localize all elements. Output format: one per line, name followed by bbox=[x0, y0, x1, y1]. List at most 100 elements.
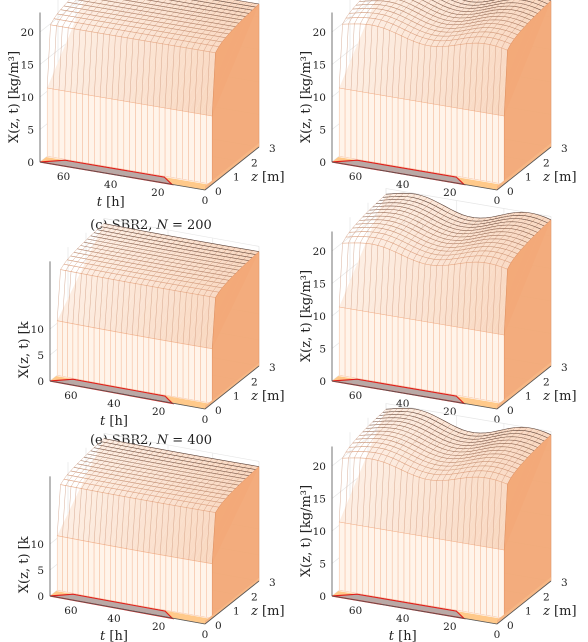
t-tick-label: 20 bbox=[443, 406, 456, 418]
mesh-col bbox=[67, 225, 115, 323]
surface-sheet bbox=[362, 0, 406, 93]
surface-front-strip bbox=[158, 106, 166, 177]
surface-front-strip bbox=[362, 310, 369, 381]
panel-b: (b) SIP, N = 1006040200012305101520t [h]… bbox=[299, 0, 577, 210]
X-tick-label: 0 bbox=[27, 157, 34, 169]
t-tick-label: 0 bbox=[494, 629, 501, 641]
mesh-col bbox=[374, 195, 422, 314]
mesh-col bbox=[462, 213, 510, 329]
t-tick-label: 0 bbox=[494, 414, 501, 426]
surface-front-strip bbox=[427, 536, 434, 607]
surface-front-strip bbox=[433, 322, 440, 393]
surface-front-strip bbox=[451, 325, 458, 396]
X-tick-label: 20 bbox=[313, 246, 326, 258]
mesh-col bbox=[159, 242, 208, 340]
surface-front-strip bbox=[148, 552, 155, 609]
mesh-col bbox=[93, 230, 142, 328]
title-suffix: = 400 bbox=[168, 433, 212, 448]
surface-front-strip bbox=[356, 309, 363, 380]
mesh-col bbox=[462, 0, 505, 110]
surface-front-strip bbox=[339, 306, 346, 377]
surface-front-strip bbox=[135, 102, 142, 173]
end-base bbox=[205, 362, 259, 409]
surface-sheet bbox=[433, 0, 486, 105]
surface-sheet bbox=[67, 440, 120, 539]
z-tick-label: 1 bbox=[525, 172, 532, 184]
surface-front-strip bbox=[47, 87, 54, 158]
surface-front-strip bbox=[409, 318, 416, 389]
mesh-col bbox=[468, 0, 510, 111]
mesh-col bbox=[153, 0, 194, 107]
mesh-col bbox=[123, 0, 160, 102]
mesh-col bbox=[171, 459, 219, 557]
surface-front-strip bbox=[456, 107, 464, 178]
surface-front-strip bbox=[344, 307, 352, 378]
surface-front-strip bbox=[137, 335, 144, 392]
surface-front-strip bbox=[93, 542, 100, 599]
t-axis-line bbox=[331, 161, 498, 191]
z-tick-label: 3 bbox=[561, 143, 568, 155]
surface-front-strip bbox=[427, 321, 434, 392]
surface-front-strip bbox=[439, 323, 446, 394]
surface-sheet bbox=[83, 228, 136, 327]
surface-sheet bbox=[392, 203, 445, 317]
surface-front-strip bbox=[433, 103, 440, 174]
surface-sheet bbox=[64, 0, 110, 92]
mesh-col bbox=[77, 442, 126, 540]
mesh-col bbox=[120, 450, 169, 548]
surface-sheet bbox=[409, 427, 463, 535]
t-tick-label: 20 bbox=[152, 621, 165, 633]
mesh-col bbox=[368, 0, 391, 94]
surface-front-strip bbox=[200, 113, 207, 184]
t-tick-label: 60 bbox=[57, 171, 70, 183]
surface-end-cap bbox=[496, 0, 552, 191]
mesh-col bbox=[94, 0, 125, 97]
X-tick-label: 10 bbox=[21, 92, 34, 104]
surface-front-strip bbox=[386, 314, 393, 385]
surface-front-strip bbox=[194, 345, 201, 402]
X-axis-label: X(z, t) [kg/m³] bbox=[7, 51, 22, 143]
surface-front-strip bbox=[486, 112, 493, 183]
mesh-col bbox=[356, 0, 378, 92]
surface-front-strip bbox=[123, 100, 130, 171]
mesh-col bbox=[480, 212, 528, 332]
z-axis-line bbox=[496, 365, 552, 410]
X-tick-label: 15 bbox=[313, 494, 326, 506]
surface-sheet bbox=[129, 0, 179, 103]
mesh-col bbox=[120, 235, 169, 333]
mesh-col bbox=[88, 229, 136, 327]
surface-front-strip bbox=[415, 100, 422, 171]
mesh-col bbox=[164, 0, 208, 109]
surface-sheet bbox=[47, 0, 91, 89]
panel-f: (f) SIP, N = 4006040200012305101520t [h]… bbox=[299, 403, 577, 642]
mesh-col bbox=[368, 193, 416, 313]
surface-front-strip bbox=[397, 531, 405, 602]
X-tick-label: 0 bbox=[37, 591, 44, 603]
z-tick-label: 0 bbox=[507, 620, 514, 632]
mesh-col bbox=[129, 0, 167, 103]
mesh-col bbox=[154, 241, 202, 339]
surface-front-strip bbox=[415, 319, 422, 390]
surface-front-strip bbox=[82, 93, 89, 164]
surface-sheet bbox=[165, 0, 217, 109]
mesh-col bbox=[403, 209, 451, 319]
surface-front-strip bbox=[58, 89, 66, 160]
mesh-col bbox=[105, 0, 139, 99]
surface-front-strip bbox=[374, 527, 381, 598]
surface-front-strip bbox=[344, 88, 352, 159]
X-tick-label: 20 bbox=[313, 461, 326, 473]
surface-sheet bbox=[380, 197, 434, 315]
surface-front-strip bbox=[362, 91, 369, 162]
mesh-col bbox=[206, 250, 254, 348]
mesh-col bbox=[468, 212, 516, 330]
surface-front-strip bbox=[380, 313, 387, 384]
X-tick-label: 0 bbox=[37, 376, 44, 388]
surface-front-strip bbox=[462, 327, 469, 398]
surface-front-strip bbox=[117, 99, 125, 170]
mesh-col bbox=[93, 445, 142, 543]
z-axis-label: z [m] bbox=[542, 604, 576, 619]
surface-sheet bbox=[409, 212, 463, 320]
mesh-col bbox=[131, 452, 180, 550]
surface-sheet bbox=[83, 443, 136, 542]
